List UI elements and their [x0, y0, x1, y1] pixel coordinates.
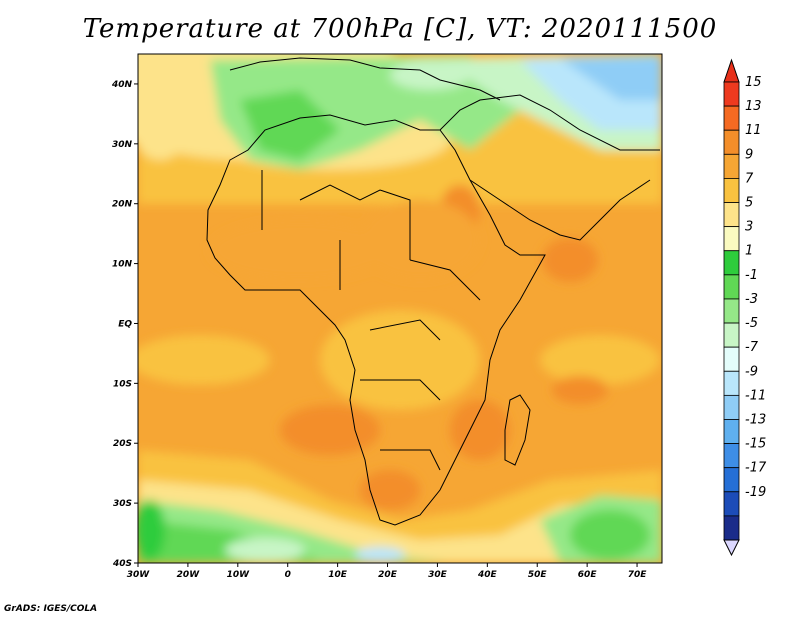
colorbar-swatch	[723, 153, 740, 179]
colorbar-label: -5	[745, 316, 758, 331]
colorbar-swatch	[723, 178, 740, 203]
lon-tick-label: 20W	[177, 570, 201, 580]
colorbar-swatch	[723, 394, 740, 420]
colorbar-swatch	[723, 202, 740, 228]
lon-tick-label: 40E	[477, 570, 498, 580]
colorbar-swatch	[723, 129, 740, 155]
lat-tick-label: 20S	[113, 439, 132, 449]
colorbar-label: 11	[745, 123, 762, 138]
lon-tick-label: 20E	[378, 570, 398, 580]
lat-ticks: 40N 30N 20N 10N EQ 10S 20S 30S 40S	[111, 80, 138, 569]
lat-tick-label: EQ	[118, 319, 132, 329]
colorbar-swatch	[723, 274, 740, 300]
colorbar-swatch	[723, 370, 740, 396]
colorbar-label: -19	[745, 485, 766, 500]
lon-tick-label: 10W	[227, 570, 251, 580]
lat-tick-label: 30N	[112, 140, 133, 150]
colorbar-swatch	[723, 81, 740, 107]
colorbar-label: -13	[745, 412, 766, 427]
colorbar-swatch	[723, 346, 740, 372]
colorbar-swatch	[723, 443, 740, 469]
lat-tick-label: 40N	[111, 80, 133, 90]
colorbar-swatch	[723, 298, 740, 324]
grads-credit: GrADS: IGES/COLA	[4, 604, 98, 614]
lat-tick-label: 40S	[112, 559, 132, 569]
lon-tick-label: 30W	[127, 570, 151, 580]
coastlines	[206, 57, 660, 526]
colorbar-label: 15	[745, 75, 762, 90]
lon-tick-label: 50E	[528, 570, 548, 580]
lat-tick-label: 30S	[113, 499, 132, 509]
colorbar-swatch	[723, 515, 740, 541]
lat-tick-label: 20N	[112, 200, 133, 210]
colorbar-label: -3	[745, 292, 758, 307]
colorbar-label: 7	[745, 171, 754, 186]
lon-tick-label: 60E	[578, 570, 598, 580]
lon-tick-label: 70E	[628, 570, 648, 580]
colorbar-swatch	[723, 467, 740, 493]
colorbar-label: -11	[745, 388, 766, 403]
colorbar-label: -1	[745, 268, 758, 283]
chart-title: Temperature at 700hPa [C], VT: 202011150…	[82, 14, 718, 44]
lat-tick-label: 10N	[112, 260, 133, 270]
temperature-field	[138, 54, 662, 563]
colorbar-label: -7	[745, 340, 759, 355]
colorbar-label: -9	[745, 364, 758, 379]
colorbar-top-arrow	[723, 58, 740, 83]
lon-tick-label: 10E	[328, 570, 348, 580]
colorbar-label: 5	[745, 196, 753, 211]
colorbar-label: 1	[745, 244, 753, 259]
lon-tick-label: 30E	[428, 570, 448, 580]
lon-ticks: 30W 20W 10W 0 10E 20E 30E 40E 50E 60E 70E	[127, 563, 647, 580]
map-frame	[137, 53, 663, 564]
colorbar-bottom-arrow	[723, 539, 740, 557]
colorbar-label: -17	[745, 461, 767, 476]
colorbar-label: 13	[745, 99, 762, 114]
colorbar-swatch	[723, 250, 740, 276]
colorbar-swatch	[723, 419, 740, 444]
colorbar-label: 3	[745, 220, 753, 235]
lon-tick-label: 0	[285, 570, 291, 580]
colorbar: 15 13 11 9 7 5 3 1 -1 -3 -5 -7 -9 -11 -13 -15 -17 -19	[723, 58, 767, 557]
colorbar-label: -15	[745, 437, 766, 452]
colorbar-swatch	[723, 105, 740, 131]
colorbar-swatch	[723, 226, 740, 252]
colorbar-label: 9	[745, 147, 753, 162]
lat-tick-label: 10S	[113, 379, 132, 389]
colorbar-swatch	[723, 322, 740, 348]
colorbar-swatch	[723, 491, 740, 517]
